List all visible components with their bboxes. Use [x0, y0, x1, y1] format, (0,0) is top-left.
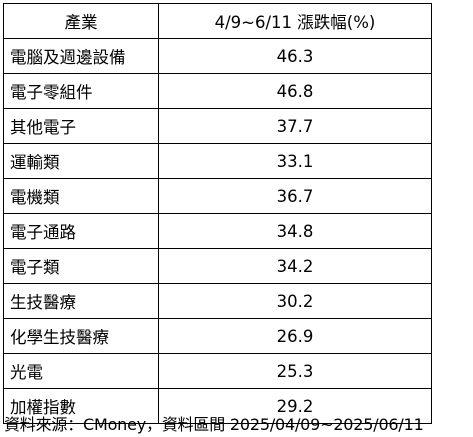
- industry-name: 電子通路: [3, 213, 159, 249]
- industry-change-table: 產業 4/9~6/11 漲跌幅(%) 電腦及週邊設備 46.3 電子零組件 46…: [3, 3, 432, 424]
- industry-name: 光電: [3, 353, 159, 389]
- table-row: 加權指數 29.2: [3, 388, 432, 424]
- table-row: 化學生技醫療 26.9: [3, 318, 432, 354]
- change-value: 26.9: [158, 318, 432, 354]
- industry-name: 其他電子: [3, 108, 159, 144]
- table-row: 運輸類 33.1: [3, 143, 432, 179]
- table-row: 電子類 34.2: [3, 248, 432, 284]
- change-value: 36.7: [158, 178, 432, 214]
- industry-name: 電腦及週邊設備: [3, 38, 159, 74]
- change-value: 37.7: [158, 108, 432, 144]
- table-row: 電腦及週邊設備 46.3: [3, 38, 432, 74]
- table-row: 其他電子 37.7: [3, 108, 432, 144]
- industry-name: 運輸類: [3, 143, 159, 179]
- industry-name: 化學生技醫療: [3, 318, 159, 354]
- change-value: 34.8: [158, 213, 432, 249]
- industry-name: 電機類: [3, 178, 159, 214]
- table-row: 電子通路 34.8: [3, 213, 432, 249]
- header-industry: 產業: [3, 3, 159, 39]
- table-header-row: 產業 4/9~6/11 漲跌幅(%): [3, 3, 432, 39]
- header-change: 4/9~6/11 漲跌幅(%): [158, 3, 432, 39]
- change-value: 34.2: [158, 248, 432, 284]
- industry-name: 電子零組件: [3, 73, 159, 109]
- change-value: 30.2: [158, 283, 432, 319]
- table-row: 生技醫療 30.2: [3, 283, 432, 319]
- table-row: 電機類 36.7: [3, 178, 432, 214]
- industry-name: 加權指數: [3, 388, 159, 424]
- change-value: 46.8: [158, 73, 432, 109]
- table-row: 光電 25.3: [3, 353, 432, 389]
- change-value: 46.3: [158, 38, 432, 74]
- table-row: 電子零組件 46.8: [3, 73, 432, 109]
- industry-change-table-container: 產業 4/9~6/11 漲跌幅(%) 電腦及週邊設備 46.3 電子零組件 46…: [3, 3, 432, 424]
- change-value: 29.2: [158, 388, 432, 424]
- industry-name: 生技醫療: [3, 283, 159, 319]
- source-note: 資料來源：CMoney，資料區間 2025/04/09~2025/06/11: [4, 415, 424, 434]
- industry-name: 電子類: [3, 248, 159, 284]
- change-value: 25.3: [158, 353, 432, 389]
- change-value: 33.1: [158, 143, 432, 179]
